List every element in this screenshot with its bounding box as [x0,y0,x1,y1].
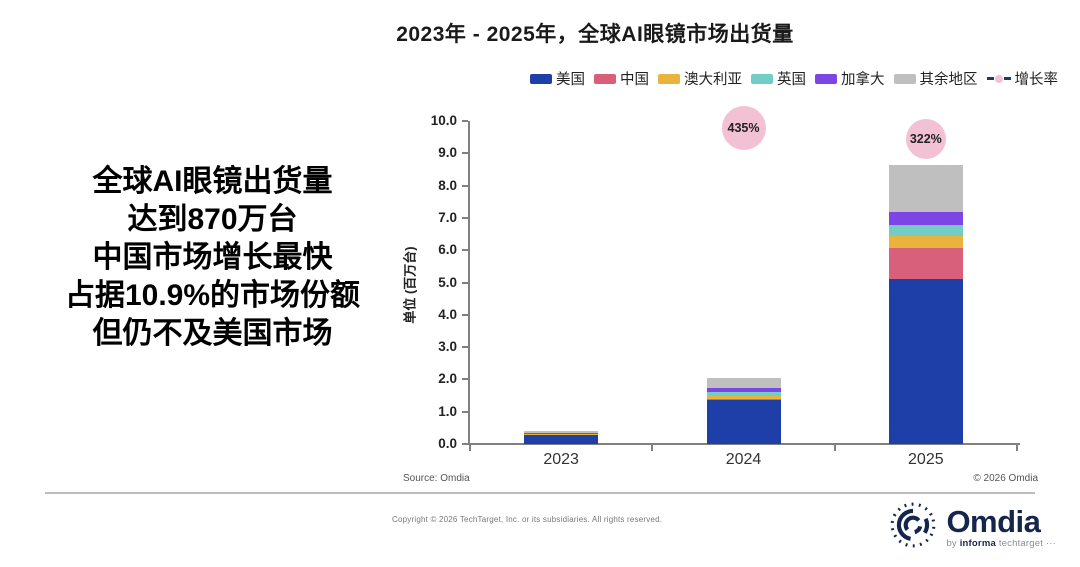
legend-swatch [751,73,773,84]
key-takeaway-text: 全球AI眼镜出货量 达到870万台 中国市场增长最快 占据10.9%的市场份额 … [30,163,395,353]
bar-segment-英国 [706,392,781,396]
omdia-logo-text: Omdia by informa techtarget ··· [946,506,1056,549]
takeaway-line: 中国市场增长最快 [92,241,333,274]
legend-item-growth-rate: 增长率 [986,68,1059,89]
x-axis-line [466,443,1020,445]
y-axis-tick [462,152,468,155]
bar-segment-其余地区 [888,165,963,213]
y-tick-label: 2.0 [438,371,457,387]
legend-swatch [530,73,552,84]
x-axis-label: 2024 [725,451,762,468]
legend-swatch [893,73,916,84]
y-axis-tick [462,378,468,381]
chart-title: 2023年 - 2025年，全球AI眼镜市场出货量 [396,23,794,46]
y-axis-tick [462,216,468,219]
growth-dot-icon [994,74,1003,83]
legend-item: 澳大利亚 [658,68,742,89]
chart-copyright: © 2026 Omdia [973,473,1038,484]
y-axis-line [468,121,470,444]
x-axis-tick [469,445,471,451]
y-axis-tick [462,443,468,445]
x-axis-tick [651,445,654,451]
x-axis-tick [1016,445,1018,451]
y-tick-label: 6.0 [438,242,457,258]
omdia-wordmark: Omdia [946,504,1041,540]
logo-sub-rest: techtarget ··· [998,538,1056,550]
bar-segment-加拿大 [706,388,781,393]
legend-label: 英国 [777,72,806,88]
footer-divider [45,492,1035,494]
y-axis-tick [462,184,468,187]
chart-legend: 美国 中国 澳大利亚 英国 加拿大 其余地区 增长率 [530,68,1058,89]
legend-item: 中国 [594,68,649,89]
legend-label: 增长率 [1014,72,1059,88]
y-tick-label: 7.0 [438,209,457,225]
bar-segment-其余地区 [524,431,599,433]
y-tick-label: 3.0 [438,339,457,355]
y-axis-tick [462,313,468,316]
y-tick-label: 10.0 [430,113,457,128]
legend-label: 澳大利亚 [684,72,742,88]
takeaway-line: 占据10.9%的市场份额 [64,279,361,312]
legend-item: 其余地区 [893,68,978,89]
y-tick-label: 0.0 [438,436,457,451]
growth-rate-bubble: 435% [721,106,766,150]
bar-segment-加拿大 [524,432,599,434]
x-axis-label: 2023 [543,451,579,468]
bar-segment-加拿大 [888,212,963,225]
takeaway-line: 但仍不及美国市场 [92,317,333,350]
y-axis-tick [462,120,468,122]
bar-segment-澳大利亚 [706,395,781,400]
takeaway-line: 达到870万台 [127,203,298,236]
legend-swatch [815,73,837,84]
growth-rate-bubble: 322% [905,119,946,159]
y-tick-label: 5.0 [438,274,457,290]
logo-sub-by: by [946,538,957,550]
bar-segment-澳大利亚 [888,235,963,248]
bar-segment-美国 [706,399,781,444]
y-axis-tick [462,410,468,413]
takeaway-line: 全球AI眼镜出货量 [92,165,333,198]
bar-segment-美国 [888,278,963,444]
legend-swatch [658,73,680,84]
legend-label: 加拿大 [841,72,885,88]
growth-dash-icon [986,77,994,80]
y-tick-label: 9.0 [438,145,457,161]
y-axis-tick [462,281,468,284]
omdia-rings-icon [888,500,938,555]
bar-segment-英国 [888,225,963,236]
y-tick-label: 1.0 [438,403,457,419]
omdia-logo: Omdia by informa techtarget ··· [888,500,1056,555]
y-tick-label: 4.0 [438,306,457,322]
legend-label: 美国 [556,72,585,88]
omdia-logo-subline: by informa techtarget ··· [946,539,1056,549]
growth-line-marker-icon [986,74,1011,83]
bar-segment-中国 [706,399,781,400]
legend-label: 中国 [620,72,649,88]
source-note: Source: Omdia [403,473,470,484]
y-tick-label: 8.0 [438,177,457,193]
y-axis-tick [462,249,468,252]
legend-item: 英国 [751,68,806,89]
bar-segment-其余地区 [706,377,781,389]
legend-item: 加拿大 [815,68,885,89]
bar-segment-中国 [888,247,963,279]
bar-segment-美国 [524,434,599,444]
x-axis-tick [833,445,836,451]
x-axis-label: 2025 [908,451,944,468]
growth-dash-icon [1003,77,1011,80]
footer-copyright: Copyright © 2026 TechTarget, Inc. or its… [392,515,663,524]
legend-label: 其余地区 [919,72,978,88]
legend-swatch [594,73,616,84]
y-axis-tick [462,346,468,349]
legend-item: 美国 [530,68,585,89]
logo-sub-brand: informa [959,538,996,550]
